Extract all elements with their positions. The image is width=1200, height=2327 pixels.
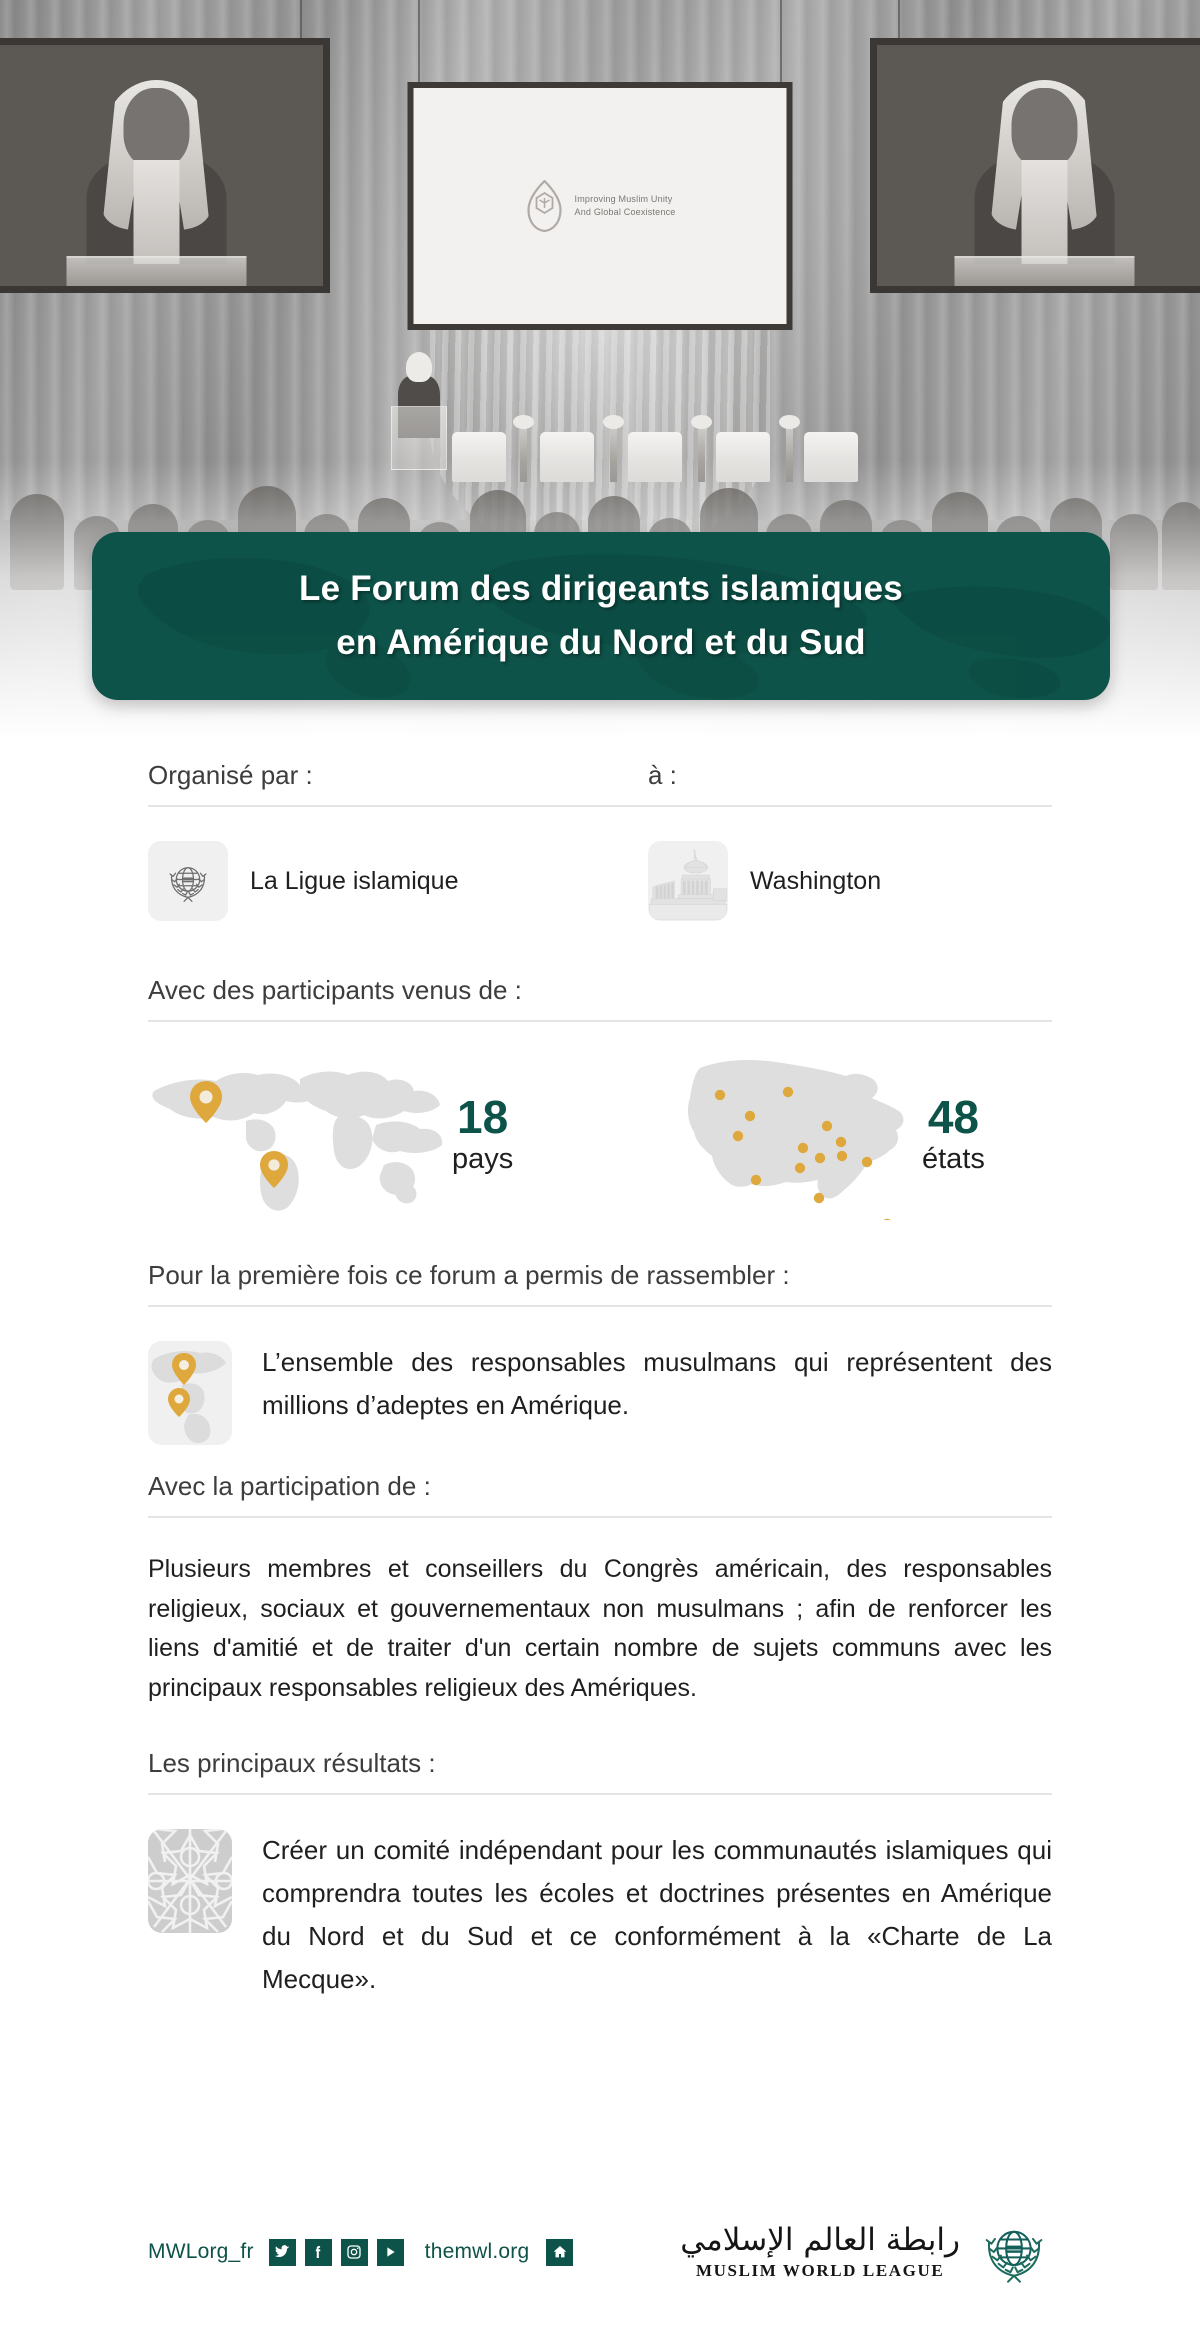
mwl-leaf-logo-icon: [527, 180, 562, 232]
first-time-text: L’ensemble des responsables musulmans qu…: [262, 1347, 1052, 1420]
speaker-portrait-right: [954, 80, 1134, 286]
participation-heading: Avec la participation de :: [148, 1471, 1052, 1518]
first-time-section: Pour la première fois ce forum a permis …: [148, 1260, 1052, 1445]
results-text: Créer un comité indépendant pour les com…: [262, 1835, 1052, 1994]
social-handle: MWLorg_fr: [148, 2240, 254, 2263]
organizer-name: La Ligue islamique: [250, 866, 459, 895]
results-section: Les principaux résultats :: [148, 1748, 1052, 2001]
stat-countries-value: 18: [457, 1091, 509, 1144]
instagram-icon[interactable]: [340, 2238, 368, 2266]
screen-wire-center-left: [418, 0, 420, 84]
participants-stats: 18 pays: [148, 1050, 1052, 1220]
map-pin-north: [172, 1353, 196, 1385]
screen-wire-center-right: [780, 0, 782, 84]
stat-countries-unit: pays: [452, 1142, 514, 1175]
state-dots: [714, 1086, 891, 1220]
stat-countries: 18 pays: [148, 1055, 668, 1215]
organizer-item: La Ligue islamique: [148, 841, 648, 921]
banner-world-map-texture: [137, 554, 1110, 699]
participants-section: Avec des participants venus de :: [148, 975, 1052, 1220]
twitter-icon[interactable]: [268, 2238, 296, 2266]
screen-wire-left: [300, 0, 302, 40]
banner-title-line-1: Le Forum des dirigeants islamiques: [299, 569, 903, 608]
location-item: Washington: [648, 841, 1052, 921]
islamic-pattern-icon: [148, 1829, 232, 1933]
capitol-building-icon: [648, 841, 728, 921]
stage-speaker: [391, 352, 447, 470]
stat-states: 48 états: [668, 1050, 985, 1220]
organizer-column: Organisé par :: [148, 760, 648, 921]
location-name: Washington: [750, 866, 882, 895]
organizer-heading: Organisé par :: [148, 760, 648, 807]
participants-heading: Avec des participants venus de :: [148, 975, 1052, 1022]
stat-countries-figures: 18 pays: [452, 1093, 513, 1176]
location-column: à :: [648, 760, 1052, 921]
results-block: Créer un comité indépendant pour les com…: [148, 1829, 1052, 2001]
americas-map-icon: [148, 1341, 232, 1445]
slide-line-2: And Global Coexistence: [574, 207, 676, 217]
map-pin-south-america: [260, 1151, 288, 1188]
title-banner: Le Forum des dirigeants islamiques en Am…: [92, 532, 1110, 700]
usa-map-icon: [687, 1060, 904, 1220]
slide-line-1: Improving Muslim Unity: [574, 193, 673, 204]
brand-english-name: MUSLIM WORLD LEAGUE: [696, 2261, 945, 2281]
brand-logo: رابطة العالم الإسلامي MUSLIM WORLD LEAGU…: [680, 2214, 1052, 2290]
mwl-emblem-icon: [148, 841, 228, 921]
banner-title-line-2: en Amérique du Nord et du Sud: [336, 623, 866, 662]
brand-wordmark: رابطة العالم الإسلامي MUSLIM WORLD LEAGU…: [680, 2223, 960, 2281]
led-screen-right: [870, 38, 1200, 293]
world-map-icon: [152, 1071, 443, 1211]
youtube-icon[interactable]: [376, 2238, 404, 2266]
facebook-icon[interactable]: [304, 2238, 332, 2266]
stat-states-unit: états: [922, 1142, 985, 1175]
home-icon[interactable]: [546, 2238, 574, 2266]
main-content: Organisé par :: [0, 760, 1200, 2001]
screen-wire-right: [898, 0, 900, 40]
results-heading: Les principaux résultats :: [148, 1748, 1052, 1795]
social-links: MWLorg_fr themwl.org: [148, 2238, 574, 2266]
map-pin-north-america: [190, 1081, 222, 1123]
organizer-location-row: Organisé par :: [148, 760, 1052, 921]
projection-screen: Improving Muslim Unity And Global Coexis…: [407, 82, 793, 330]
speaker-portrait-left: [66, 80, 246, 286]
map-pin-south: [168, 1388, 190, 1417]
stat-states-value: 48: [927, 1091, 980, 1144]
footer: MWLorg_fr themwl.org رابطة العالم الإسلا…: [0, 2177, 1200, 2327]
mwl-globe-wreath-icon: [985, 2230, 1043, 2283]
website-label[interactable]: themwl.org: [424, 2240, 530, 2263]
first-time-heading: Pour la première fois ce forum a permis …: [148, 1260, 1052, 1307]
stat-states-figures: 48 états: [922, 1093, 985, 1176]
first-time-block: L’ensemble des responsables musulmans qu…: [148, 1341, 1052, 1445]
brand-arabic-name: رابطة العالم الإسلامي: [680, 2221, 960, 2258]
led-screen-left: [0, 38, 330, 293]
projector-slide-text: Improving Muslim Unity And Global Coexis…: [575, 193, 676, 220]
location-heading: à :: [648, 760, 1052, 807]
participation-section: Avec la participation de : Plusieurs mem…: [148, 1471, 1052, 1708]
participation-text: Plusieurs membres et conseillers du Cong…: [148, 1555, 1052, 1702]
